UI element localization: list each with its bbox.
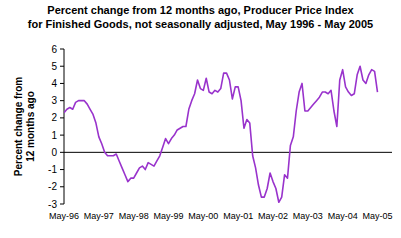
background xyxy=(0,0,401,238)
chart-root: Percent change from 12 months ago, Produ… xyxy=(0,0,401,238)
x-tick-label: May-99 xyxy=(153,211,183,221)
x-tick-label: May-98 xyxy=(119,211,149,221)
x-tick-label: May-97 xyxy=(84,211,114,221)
y-tick-label: 1 xyxy=(51,130,57,141)
y-tick xyxy=(60,135,64,136)
y-tick xyxy=(60,66,64,67)
x-tick-label: May-04 xyxy=(328,211,358,221)
chart-title: Percent change from 12 months ago, Produ… xyxy=(28,4,373,30)
x-tick-label: May-96 xyxy=(49,211,79,221)
x-axis-line xyxy=(64,152,392,153)
y-tick xyxy=(60,169,64,170)
y-tick xyxy=(60,117,64,118)
x-tick-label: May-00 xyxy=(188,211,218,221)
x-tick-label: May-05 xyxy=(362,211,392,221)
y-tick xyxy=(60,186,64,187)
data-line xyxy=(64,66,377,202)
y-tick xyxy=(60,204,64,205)
y-tick-label: 4 xyxy=(51,78,57,89)
y-tick xyxy=(60,100,64,101)
y-axis-title: Percent change from12 months ago xyxy=(13,77,36,177)
y-tick-label: 0 xyxy=(51,147,57,158)
x-tick-label: May-03 xyxy=(293,211,323,221)
y-tick-label: -2 xyxy=(48,181,57,192)
y-axis-line xyxy=(64,49,65,204)
y-tick xyxy=(60,83,64,84)
y-tick-label: -3 xyxy=(48,199,57,210)
x-tick-label: May-02 xyxy=(258,211,288,221)
y-tick-label: -1 xyxy=(48,164,57,175)
y-tick-label: 6 xyxy=(51,44,57,55)
chart-svg: Percent change from 12 months ago, Produ… xyxy=(0,0,401,238)
plot-area xyxy=(64,66,377,202)
y-tick-label: 3 xyxy=(51,95,57,106)
y-tick xyxy=(60,152,64,153)
x-tick-label: May-01 xyxy=(223,211,253,221)
y-tick-label: 2 xyxy=(51,112,57,123)
y-tick-label: 5 xyxy=(51,61,57,72)
y-tick xyxy=(60,49,64,50)
